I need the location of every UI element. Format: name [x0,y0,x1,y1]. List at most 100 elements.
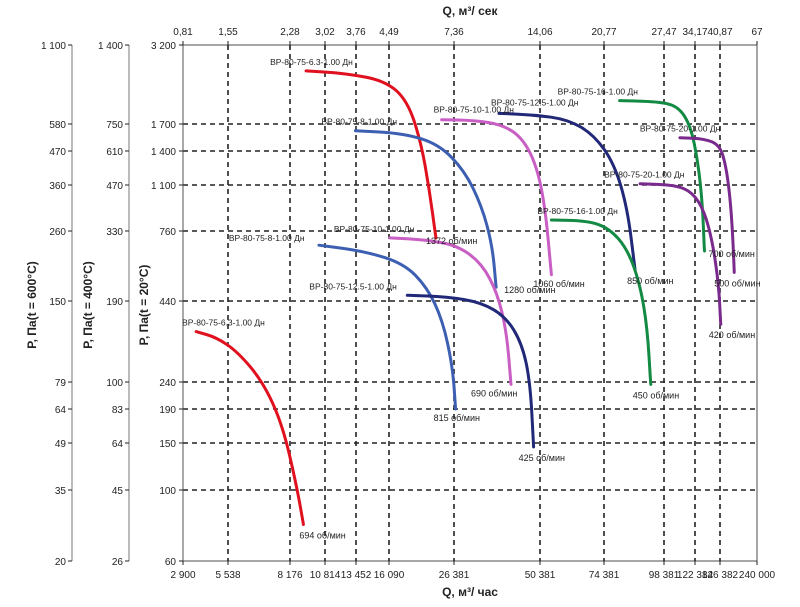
y-tick-label: 760 [159,227,176,238]
y-tick-label: 580 [49,120,66,131]
fan-curve [497,111,637,272]
y-tick-label: 83 [112,405,124,416]
y-tick-label: 470 [49,147,66,158]
top-x-tick-label: 7,36 [444,27,464,38]
top-x-tick-label: 40,87 [707,27,732,38]
y-tick-label: 60 [165,557,177,568]
bottom-x-tick-label: 8 176 [277,570,302,581]
y-tick-label: 79 [55,378,67,389]
y-tick-label: 64 [112,439,124,450]
top-x-tick-label: 3,76 [346,27,366,38]
curve-name-label: ВР-80-75-6.3-1.00 Дн [270,57,353,67]
curve-name-label: ВР-80-75-6.3-1.00 Дн [182,318,265,328]
bottom-x-tick-label: 50 381 [525,570,556,581]
curve-rpm-label: 1060 об/мин [533,279,584,289]
y-axis-title-600: Р, Па(t = 600°C) [25,261,39,348]
y-tick-label: 64 [55,405,67,416]
y-tick-label: 190 [159,405,176,416]
fan-curve [388,236,513,386]
top-x-tick-label: 67 [751,27,763,38]
curve-name-label: ВР-80-75-12.5-1.00 Дн [309,281,397,291]
fan-curve [194,330,305,526]
y-tick-label: 100 [159,486,176,497]
curve-name-label: ВР-80-75-20-1.00 Дн [640,124,721,134]
y-tick-label: 750 [106,120,123,131]
y-tick-label: 49 [55,439,67,450]
y-tick-label: 20 [55,557,67,568]
curve-rpm-label: 1372 об/мин [426,236,477,246]
curve-name-label: ВР-80-75-16-1.00 Дн [537,206,618,216]
curve-name-label: ВР-80-75-12.5-1.00 Дн [491,97,579,107]
top-x-tick-label: 3,02 [315,27,335,38]
bottom-x-tick-label: 146 382 [702,570,739,581]
y-tick-label: 470 [106,181,123,192]
curve-rpm-label: 694 об/мин [299,531,345,541]
y-tick-label: 1 700 [151,120,176,131]
fan-curve [440,118,553,277]
y-tick-label: 1 400 [151,147,176,158]
curve-name-label: ВР-80-75-10-1.00 Дн [334,224,415,234]
y-tick-label: 45 [112,486,124,497]
top-x-tick-label: 20,77 [591,27,616,38]
curve-rpm-label: 450 об/мин [633,390,679,400]
y-tick-label: 330 [106,227,123,238]
y-tick-label: 440 [159,297,176,308]
bottom-x-tick-label: 240 000 [739,570,776,581]
fan-curve [638,182,723,326]
bottom-x-axis-title: Q, м³/ час [442,585,498,599]
bottom-x-tick-label: 122 382 [677,570,714,581]
y-tick-label: 150 [49,297,66,308]
curve-name-label: ВР-80-75-8-1.00 Дн [229,233,305,243]
series-curves [194,69,736,526]
curve-labels: ВР-80-75-6.3-1.00 Дн 694 об/мин ВР-80-75-6… [182,57,760,541]
y-axis-title-20: Р, Па(t = 20°C) [137,265,151,346]
y-tick-label: 35 [55,486,67,497]
curve-name-label: ВР-80-75-10-1.00 Дн [434,105,515,115]
curve-rpm-label: 1280 об/мин [504,285,555,295]
bottom-x-tick-label: 16 090 [374,570,405,581]
bottom-x-tick-label: 74 381 [589,570,620,581]
y-tick-label: 240 [159,378,176,389]
top-x-tick-label: 0,81 [173,27,193,38]
y-tick-label: 610 [106,147,123,158]
bottom-x-tick-label: 13 452 [341,570,372,581]
fan-curve [353,129,498,289]
y-tick-label: 190 [106,297,123,308]
y-axis-title-400: Р, Па(t = 400°C) [81,261,95,348]
y-tick-label: 360 [49,181,66,192]
y-tick-label: 100 [106,378,123,389]
top-x-tick-label: 34,17 [682,27,707,38]
y-tick-label: 260 [49,227,66,238]
y-tick-label: 26 [112,557,124,568]
curve-rpm-label: 815 об/мин [434,413,480,423]
bottom-x-tick-label: 10 814 [310,570,341,581]
top-x-tick-label: 2,28 [280,27,300,38]
plot-area [182,44,758,562]
bottom-x-tick-label: 5 538 [215,570,240,581]
y-tick-label: 1 100 [41,41,66,52]
y-tick-label: 3 200 [151,41,176,52]
curve-rpm-label: 425 об/мин [519,453,565,463]
curve-rpm-label: 850 об/мин [627,276,673,286]
curve-rpm-label: 500 об/мин [714,278,760,288]
top-x-tick-label: 4,49 [379,27,399,38]
curve-rpm-label: 420 об/мин [709,330,755,340]
top-x-tick-label: 1,55 [218,27,238,38]
fan-curve [405,293,536,449]
top-x-tick-label: 27,47 [651,27,676,38]
bottom-x-tick-label: 26 381 [439,570,470,581]
fan-curve [678,136,736,274]
fan-curve [549,218,653,386]
bottom-x-tick-label: 98 381 [649,570,680,581]
y-tick-label: 1 400 [98,41,123,52]
fan-curve [317,243,458,411]
curve-name-label: ВР-80-75-16-1.00 Дн [558,87,639,97]
y-tick-label: 150 [159,439,176,450]
fan-curve [304,69,438,240]
fan-curve [618,99,706,253]
curve-rpm-label: 690 об/мин [471,388,517,398]
top-x-axis-title: Q, м³/ сек [443,4,499,18]
bottom-x-tick-label: 2 900 [170,570,195,581]
